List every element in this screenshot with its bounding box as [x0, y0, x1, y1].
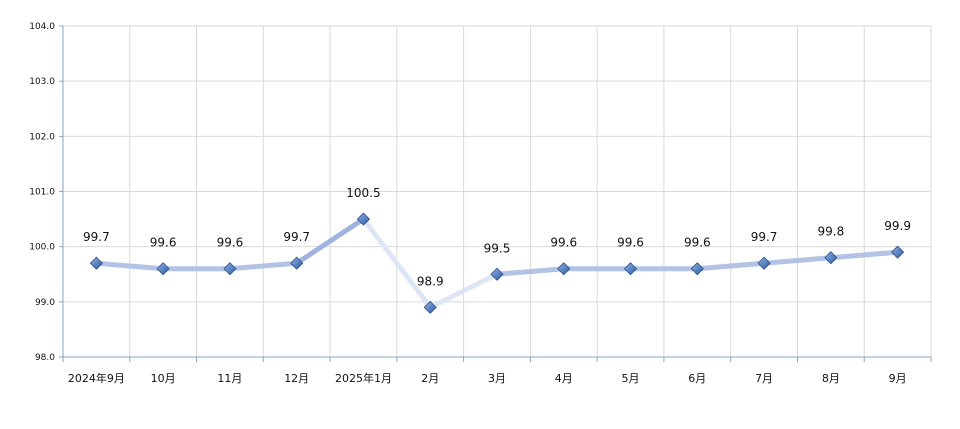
- x-tick-label: 11月: [217, 372, 242, 385]
- y-tick-label: 103.0: [29, 77, 55, 87]
- y-tick-label: 101.0: [29, 188, 55, 198]
- data-label: 99.7: [283, 230, 310, 244]
- data-label: 99.7: [83, 230, 110, 244]
- y-tick-label: 104.0: [29, 22, 55, 32]
- x-tick-label: 5月: [622, 372, 640, 385]
- data-label: 99.5: [484, 241, 511, 255]
- data-point-marker: [690, 262, 704, 276]
- data-labels: 99.7 99.6 99.6 99.7 100.5 98.9 99.5 99.6 99.6 99.…: [83, 186, 911, 288]
- data-label: 99.6: [550, 236, 577, 250]
- data-point-marker: [290, 256, 304, 270]
- data-label: 99.6: [150, 236, 177, 250]
- x-tick-label: 7月: [755, 372, 773, 385]
- series-line-segment: [93, 260, 166, 272]
- series-line: [93, 216, 901, 310]
- series-line-segment: [694, 260, 767, 272]
- data-point-marker: [156, 262, 170, 276]
- series-line-segment: [294, 216, 366, 266]
- data-label: 100.5: [346, 186, 380, 200]
- data-label: 99.6: [217, 236, 244, 250]
- gridlines: [63, 25, 932, 357]
- x-tick-label: 9月: [889, 372, 907, 385]
- data-label: 99.9: [884, 219, 911, 233]
- x-tick-label: 10月: [151, 372, 176, 385]
- data-point-marker: [89, 256, 103, 270]
- y-tick-label: 102.0: [29, 132, 55, 142]
- data-label: 99.6: [617, 236, 644, 250]
- x-tick-label: 6月: [688, 372, 706, 385]
- data-label: 99.8: [817, 225, 844, 239]
- x-tick-label: 8月: [822, 372, 840, 385]
- series-line-segment: [227, 260, 300, 272]
- series-line-segment: [761, 255, 834, 266]
- data-point-marker: [223, 262, 237, 276]
- data-label: 99.6: [684, 236, 711, 250]
- series-line-segment: [494, 266, 567, 277]
- x-tick-label: 4月: [555, 372, 573, 385]
- y-tick-label: 98.0: [35, 353, 55, 363]
- x-tick-label: 3月: [488, 372, 506, 385]
- x-tick-label: 12月: [284, 372, 309, 385]
- data-point-marker: [356, 212, 371, 226]
- data-point-marker: [490, 267, 504, 281]
- data-point-marker: [891, 245, 905, 259]
- data-point-marker: [423, 300, 437, 314]
- data-label: 98.9: [417, 274, 444, 288]
- data-point-marker: [757, 256, 771, 270]
- series-line-segment: [828, 249, 901, 261]
- data-point-marker: [557, 262, 571, 276]
- series-line-segment: [360, 216, 433, 310]
- x-tick-label: 2025年1月: [335, 371, 392, 385]
- data-point-marker: [623, 262, 638, 276]
- x-tick-label: 2024年9月: [68, 371, 125, 385]
- data-point-marker: [824, 251, 838, 265]
- y-tick-label: 99.0: [35, 298, 55, 308]
- data-label: 99.7: [751, 230, 778, 244]
- axes: 98.0 99.0 100.0 101.0 102.0 103.0 104.0 2024年9月…: [29, 22, 932, 385]
- y-tick-label: 100.0: [29, 243, 55, 253]
- series-line-segment: [427, 271, 500, 310]
- series-markers: [89, 212, 905, 314]
- x-tick-label: 2月: [421, 372, 439, 385]
